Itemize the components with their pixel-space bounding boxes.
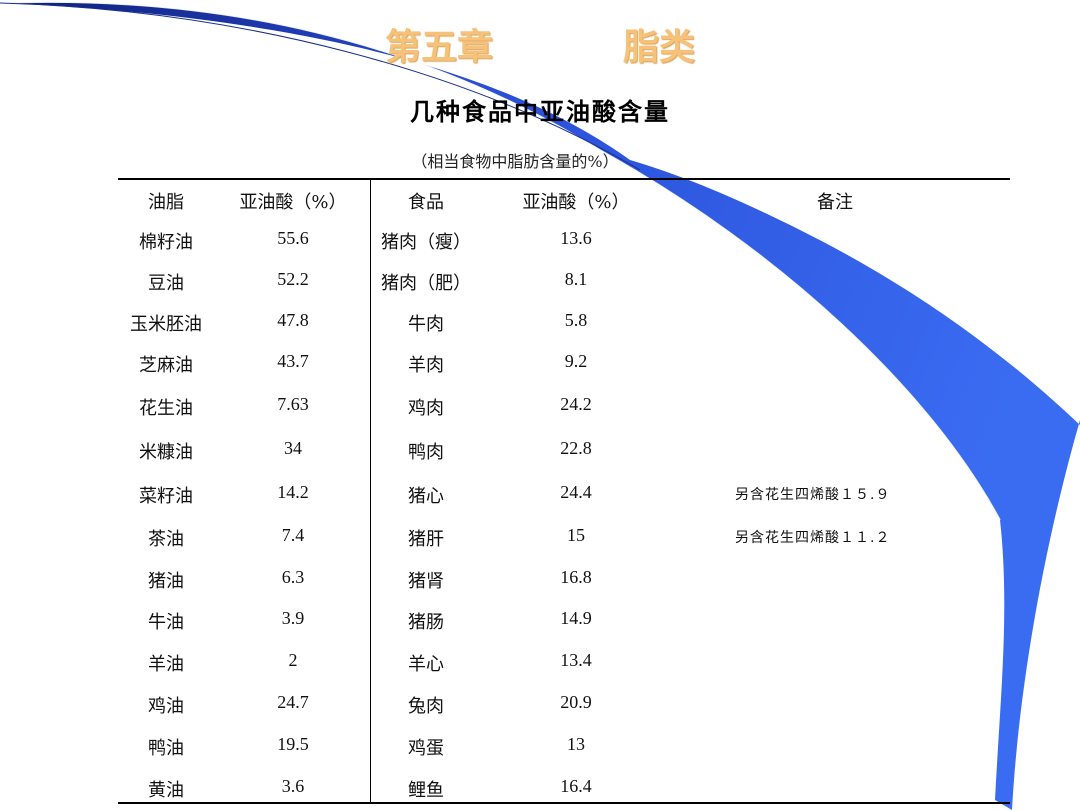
- table-cell-oil-name: 豆油: [148, 273, 184, 294]
- table-cell-oil-name: 羊油: [148, 654, 184, 675]
- column-header-oil-name: 油脂: [148, 192, 184, 213]
- table-cell-food-linoleic-value: 13.4: [560, 650, 592, 670]
- table-cell-remark: 另含花生四烯酸１５.９: [735, 487, 891, 503]
- table-cell-oil-linoleic-value: 7.4: [281, 525, 305, 545]
- table-cell-oil-linoleic-value: 14.2: [277, 482, 309, 502]
- table-cell-oil-linoleic-value: 24.7: [277, 692, 309, 712]
- table-cell-oil-linoleic-value: 55.6: [277, 228, 309, 248]
- table-cell-food-linoleic-value: 8.1: [564, 269, 588, 289]
- table-cell-food-linoleic-value: 5.8: [564, 310, 588, 330]
- chapter-topic: 脂类: [623, 27, 696, 68]
- table-cell-oil-name: 花生油: [139, 398, 193, 419]
- table-cell-oil-linoleic-value: 47.8: [277, 310, 309, 330]
- column-header-food-name: 食品: [408, 192, 444, 213]
- table-cell-oil-name: 菜籽油: [139, 486, 193, 507]
- table-cell-food-linoleic-value: 24.2: [560, 394, 592, 414]
- table-cell-food-name: 兔肉: [408, 696, 444, 717]
- table-subtitle: （相当食物中脂肪含量的%）: [411, 152, 619, 171]
- table-cell-food-name: 鸡肉: [408, 398, 444, 419]
- table-cell-food-linoleic-value: 16.8: [560, 567, 592, 587]
- table-cell-food-name: 猪肠: [408, 612, 444, 633]
- table-top-rule: [118, 178, 1010, 180]
- table-cell-oil-name: 芝麻油: [139, 355, 193, 376]
- table-cell-oil-name: 棉籽油: [139, 232, 193, 253]
- table-cell-food-name: 猪肝: [408, 529, 444, 550]
- table-cell-food-name: 猪肾: [408, 571, 444, 592]
- table-cell-oil-linoleic-value: 43.7: [277, 351, 309, 371]
- table-cell-food-linoleic-value: 13: [567, 734, 585, 754]
- table-cell-oil-name: 米糠油: [139, 442, 193, 463]
- table-cell-food-name: 牛肉: [408, 314, 444, 335]
- chapter-heading: 第五章 脂类: [0, 18, 1080, 70]
- page-title: 几种食品中亚油酸含量: [410, 97, 670, 126]
- table-cell-food-linoleic-value: 24.4: [560, 482, 592, 502]
- table-cell-food-name: 猪心: [408, 486, 444, 507]
- table-cell-food-linoleic-value: 14.9: [560, 608, 592, 628]
- table-cell-oil-linoleic-value: 52.2: [277, 269, 309, 289]
- table-bottom-rule: [118, 802, 1010, 804]
- table-cell-food-name: 羊心: [408, 654, 444, 675]
- table-cell-oil-linoleic-value: 7.63: [277, 394, 309, 414]
- table-cell-oil-name: 玉米胚油: [130, 314, 202, 335]
- table-cell-food-linoleic-value: 22.8: [560, 438, 592, 458]
- table-cell-oil-name: 鸡油: [148, 696, 184, 717]
- table-cell-food-linoleic-value: 9.2: [564, 351, 588, 371]
- table-cell-oil-name: 鸭油: [148, 738, 184, 759]
- table-cell-food-name: 猪肉（肥）: [381, 273, 471, 294]
- table-cell-oil-linoleic-value: 3.9: [281, 608, 305, 628]
- table-cell-oil-linoleic-value: 34: [284, 438, 302, 458]
- table-cell-oil-name: 茶油: [148, 529, 184, 550]
- table-cell-oil-linoleic-value: 2: [288, 650, 298, 670]
- table-cell-food-linoleic-value: 15: [567, 525, 585, 545]
- chapter-number: 第五章: [384, 27, 493, 68]
- table-cell-food-name: 鲤鱼: [408, 780, 444, 801]
- table-cell-oil-linoleic-value: 19.5: [277, 734, 309, 754]
- table-cell-oil-name: 黄油: [148, 780, 184, 801]
- column-header-food-linoleic-value: 亚油酸（%）: [522, 192, 630, 213]
- column-header-remark: 备注: [817, 192, 853, 213]
- table-cell-food-linoleic-value: 20.9: [560, 692, 592, 712]
- table-cell-oil-linoleic-value: 3.6: [281, 776, 305, 796]
- table-cell-food-linoleic-value: 16.4: [560, 776, 592, 796]
- table-cell-food-name: 鸡蛋: [408, 738, 444, 759]
- table-cell-food-name: 猪肉（瘦）: [381, 232, 471, 253]
- table-cell-food-name: 羊肉: [408, 355, 444, 376]
- table-cell-oil-name: 猪油: [148, 571, 184, 592]
- column-header-oil-linoleic-value: 亚油酸（%）: [239, 192, 347, 213]
- table-cell-oil-linoleic-value: 6.3: [281, 567, 305, 587]
- table-cell-oil-name: 牛油: [148, 612, 184, 633]
- table-cell-food-linoleic-value: 13.6: [560, 228, 592, 248]
- table-cell-food-name: 鸭肉: [408, 442, 444, 463]
- table-cell-remark: 另含花生四烯酸１１.２: [735, 530, 891, 546]
